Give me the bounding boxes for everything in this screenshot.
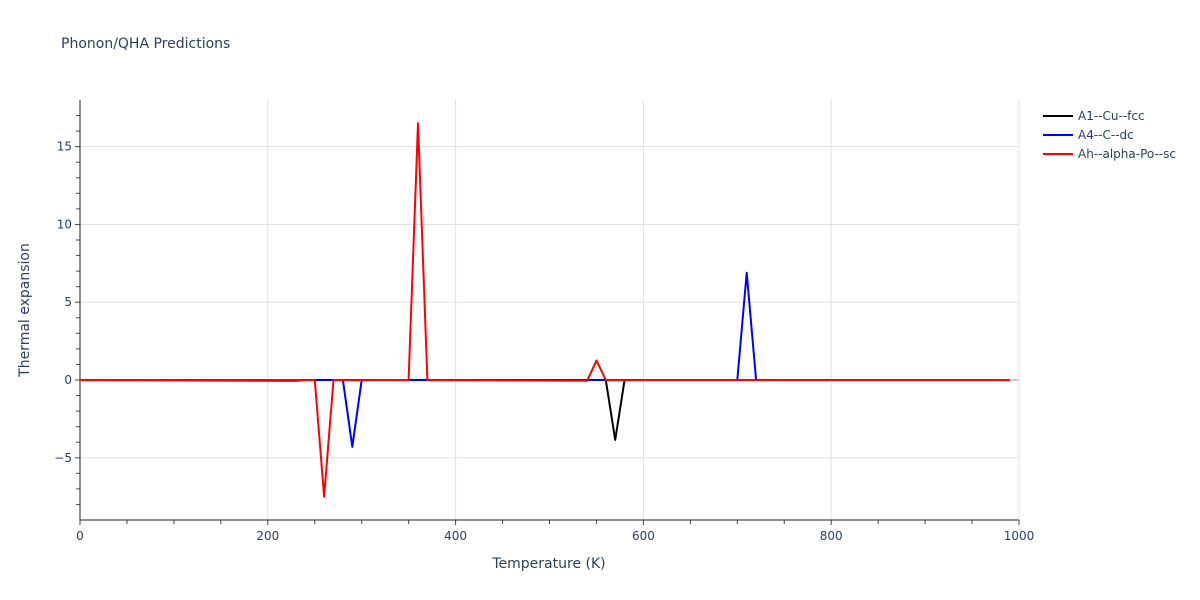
series-line [80,122,1010,498]
legend-label: Ah--alpha-Po--sc [1078,146,1176,161]
legend-label: A4--C--dc [1078,127,1134,142]
legend-item-ah-alpha-po-sc[interactable]: Ah--alpha-Po--sc [1043,144,1176,163]
legend-item-a4-c-dc[interactable]: A4--C--dc [1043,125,1176,144]
x-tick-label: 0 [76,529,84,543]
y-tick-label: 15 [57,140,72,154]
y-tick-label: −5 [54,451,72,465]
chart-title: Phonon/QHA Predictions [61,36,231,52]
legend-item-a1-cu-fcc[interactable]: A1--Cu--fcc [1043,106,1176,125]
series-line [79,271,1010,448]
x-axis-title: Temperature (K) [491,556,605,572]
x-tick-label: 600 [632,529,655,543]
data-lines [79,122,1010,498]
y-tick-label: 10 [57,217,72,231]
x-tick-label: 800 [820,529,843,543]
legend-line-icon [1043,114,1073,117]
y-tick-label: 5 [64,295,72,309]
y-tick-label: 0 [64,373,72,387]
x-tick-label: 200 [256,529,279,543]
x-tick-label: 1000 [1004,529,1035,543]
legend-line-icon [1043,152,1073,155]
gridlines [80,100,1020,520]
y-axis-title: Thermal expansion [17,243,33,378]
x-tick-label: 400 [444,529,467,543]
legend-line-icon [1043,133,1073,136]
legend-label: A1--Cu--fcc [1078,108,1145,123]
legend: A1--Cu--fcc A4--C--dc Ah--alpha-Po--sc [1043,106,1176,163]
axes: 0 200 400 600 800 1000 −5 0 5 10 15 [54,100,1034,543]
series-line [80,379,1010,441]
